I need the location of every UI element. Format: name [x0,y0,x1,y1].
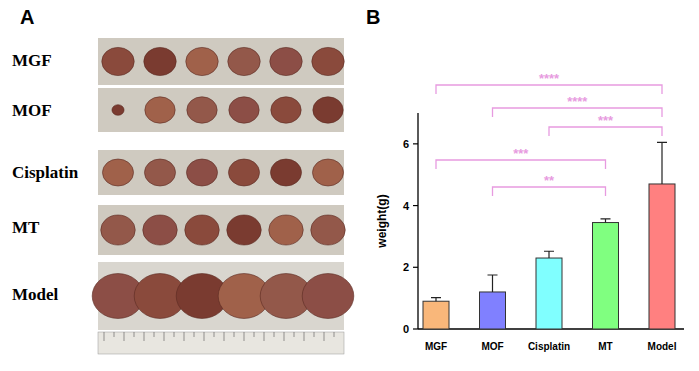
ruler-tick [214,332,215,337]
significance-label: ** [544,173,555,188]
significance-bracket [493,108,663,117]
ruler-tick [304,332,305,341]
tumor-photo [270,159,301,186]
tumor-photo [185,215,220,245]
photo-strip [98,88,344,132]
y-tick [413,328,418,329]
error-bar [431,298,441,302]
x-tick-label: MOF [481,341,503,352]
tumor-photo [144,47,176,75]
bar [480,292,506,329]
y-tick [413,267,418,268]
tumor-photo [101,215,136,245]
y-axis [417,113,418,329]
y-tick [413,205,418,206]
ruler-tick [234,332,235,337]
y-tick [413,143,418,144]
significance-label: *** [598,113,614,128]
tumor-photo [228,159,259,186]
significance-label: **** [539,71,560,86]
bar [649,184,675,329]
ruler-tick [154,332,155,337]
ruler-tick [284,332,285,341]
ruler-tick [334,332,335,337]
ruler-tick [194,332,195,337]
significance-bracket [549,127,662,136]
photo-row-label: MOF [12,101,52,120]
significance-bracket [436,85,662,94]
photo-row-label: Model [12,285,59,304]
significance-bracket [493,187,606,196]
photo-row-label: MT [12,218,40,237]
y-tick-label: 2 [403,261,409,273]
ruler-tick [264,332,265,341]
tumor-photo [270,47,302,75]
ruler-tick [324,332,325,341]
significance-label: **** [567,94,588,109]
x-tick-label: Model [648,341,677,352]
ruler-tick [224,332,225,341]
tumor-photo [312,47,344,75]
x-tick-label: MT [598,341,612,352]
x-tick-label: Cisplatin [528,341,570,352]
photo-strip [98,150,344,195]
bar [536,258,562,329]
y-tick-label: 6 [403,138,409,150]
significance-label: *** [513,146,529,161]
panel-label: A [20,6,34,28]
error-bar [601,219,611,223]
ruler-tick [174,332,175,337]
ruler-tick [124,332,125,341]
ruler-tick [134,332,135,337]
tumor-photo [145,97,175,123]
figure: A MGF MOF Cisplatin MT Model B 0 2 4 6 weight(g) MGF… [0,0,699,371]
photo-strip [98,38,344,85]
ruler-tick [254,332,255,337]
bar [423,301,449,329]
tumor-photo [227,215,262,245]
y-axis-label: weight(g) [375,194,389,248]
photo-strip [98,205,344,255]
ruler-tick [144,332,145,341]
tumor-photo [102,159,133,186]
ruler-tick [314,332,315,337]
tumor-photo [102,47,134,75]
photo-row-label: MGF [12,51,52,70]
ruler-tick [274,332,275,337]
tumor-photo [271,97,301,123]
panel-label: B [366,6,380,28]
bars [423,142,675,329]
error-bar [657,142,667,184]
tumor-photo [228,47,260,75]
ruler-tick [184,332,185,341]
ruler-tick [114,332,115,337]
ruler [98,332,344,354]
tumor-photo [143,215,178,245]
bar [593,223,619,329]
y-tick-label: 0 [403,323,409,335]
photo-row-label: Cisplatin [12,163,79,182]
tumor-photo [187,97,217,123]
ruler-tick [104,332,105,341]
y-tick-label: 4 [403,200,410,212]
tumor-photo [186,47,218,75]
ruler-tick [204,332,205,341]
ruler-tick [244,332,245,341]
tumor-photo [144,159,175,186]
tumor-photo [186,159,217,186]
ruler-tick [294,332,295,337]
tumor-photo [269,215,304,245]
tumor-photo [112,105,124,116]
tumor-photo [302,274,354,319]
error-bar [488,275,498,292]
tumor-photo [312,159,343,186]
tumor-photo [311,215,346,245]
ruler-tick [164,332,165,341]
tumor-photo [229,97,259,123]
x-tick-label: MGF [425,341,447,352]
tumor-photo [313,97,343,123]
significance-bracket [436,160,606,169]
error-bar [544,251,554,258]
